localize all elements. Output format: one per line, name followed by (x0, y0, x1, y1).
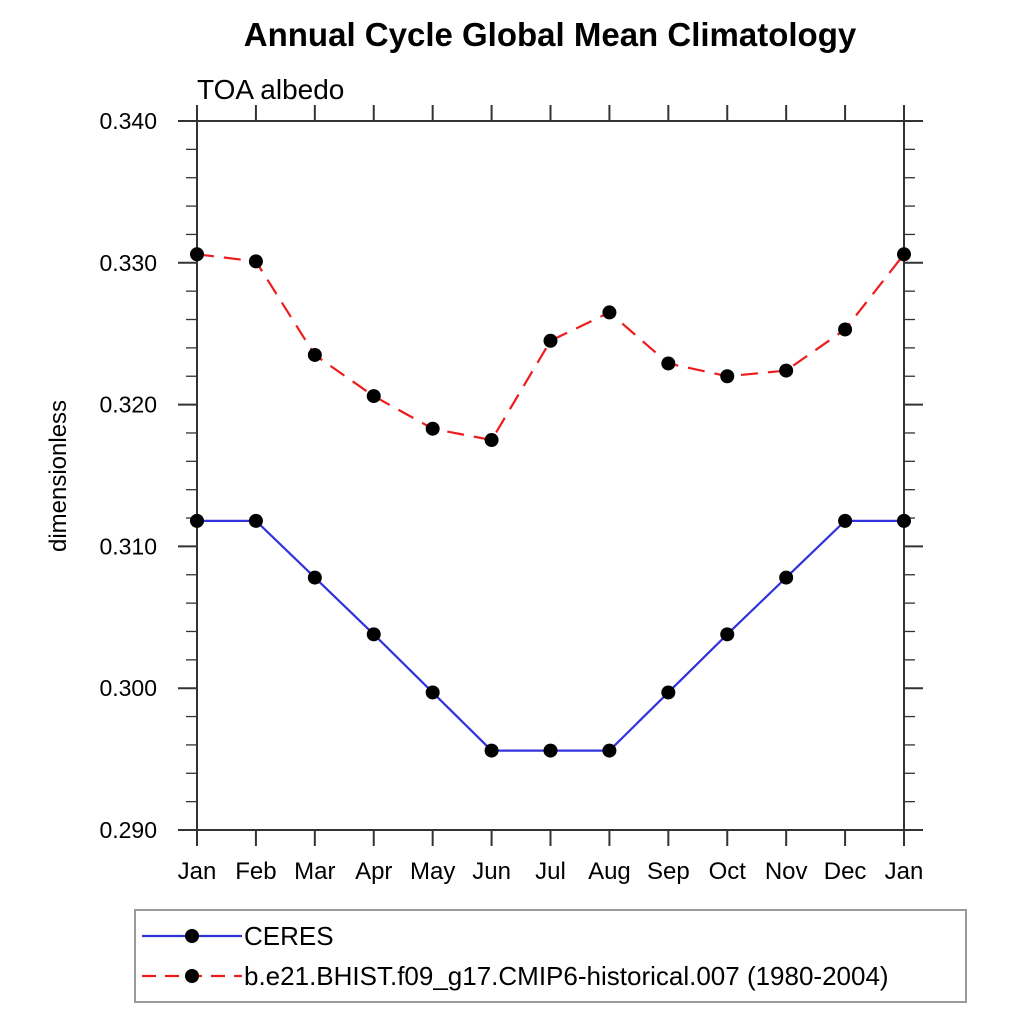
chart-title: Annual Cycle Global Mean Climatology (244, 16, 857, 53)
data-point-marker (484, 433, 499, 448)
legend-marker-dot (185, 929, 199, 943)
data-point-marker (484, 743, 499, 758)
data-point-marker (425, 685, 440, 700)
data-point-marker (543, 333, 558, 348)
data-point-marker (248, 254, 263, 269)
y-tick-label: 0.300 (99, 675, 157, 701)
legend-item-model: b.e21.BHIST.f09_g17.CMIP6-historical.007… (140, 961, 965, 991)
data-point-marker (190, 247, 204, 262)
data-point-marker (779, 363, 794, 378)
data-point-marker (720, 369, 735, 384)
data-point-marker (838, 513, 853, 528)
data-point-marker (779, 570, 794, 585)
data-point-marker (661, 685, 676, 700)
y-tick-label: 0.320 (99, 392, 157, 418)
plot-frame (196, 120, 905, 831)
x-tick-label: Aug (588, 858, 631, 885)
data-point-marker (366, 627, 381, 642)
x-tick-label: Jan (178, 858, 217, 885)
data-point-marker (543, 743, 558, 758)
x-tick-label: Oct (709, 858, 747, 885)
x-tick-label: Feb (235, 858, 276, 885)
data-point-marker (838, 322, 853, 337)
data-point-marker (897, 513, 911, 528)
x-tick-label: Sep (647, 858, 690, 885)
y-tick-label: 0.310 (99, 533, 157, 559)
y-tick-label: 0.330 (99, 250, 157, 276)
legend-line-sample-solid (142, 929, 242, 943)
data-point-marker (661, 356, 676, 371)
x-tick-label: Mar (294, 858, 335, 885)
data-point-marker (897, 247, 911, 262)
legend-item-ceres: CERES (140, 921, 965, 951)
y-axis-label: dimensionless (45, 400, 72, 552)
data-point-marker (248, 513, 263, 528)
data-point-marker (307, 347, 322, 362)
y-tick-label: 0.290 (99, 817, 157, 843)
legend-marker-dot (185, 969, 199, 983)
data-point-marker (602, 305, 617, 320)
y-tick-label: 0.340 (99, 108, 157, 134)
data-point-marker (720, 627, 735, 642)
x-tick-label: Dec (824, 858, 867, 885)
x-tick-label: Nov (765, 858, 808, 885)
x-tick-label: Apr (355, 858, 392, 885)
legend-label-ceres: CERES (244, 921, 334, 951)
data-point-marker (602, 743, 617, 758)
data-point-marker (307, 570, 322, 585)
data-point-marker (366, 389, 381, 404)
data-point-marker (190, 513, 204, 528)
x-tick-label: Jun (472, 858, 511, 885)
data-point-marker (425, 421, 440, 436)
legend: CERES b.e21.BHIST.f09_g17.CMIP6-historic… (134, 909, 967, 1003)
legend-label-model: b.e21.BHIST.f09_g17.CMIP6-historical.007… (244, 961, 889, 991)
x-tick-label: May (410, 858, 455, 885)
legend-line-sample-dashed (142, 969, 242, 983)
series-line-ceres (197, 519, 904, 752)
x-tick-label: Jul (535, 858, 566, 885)
x-tick-label: Jan (885, 858, 924, 885)
chart-subtitle: TOA albedo (197, 74, 344, 105)
